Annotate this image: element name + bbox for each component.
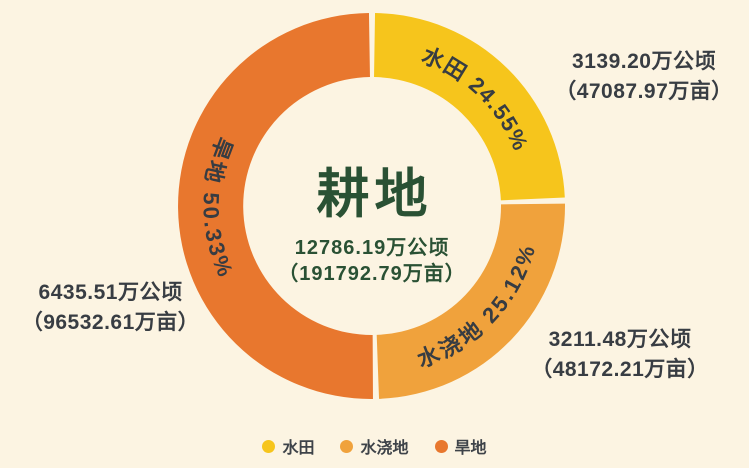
chart-title: 耕地 bbox=[316, 165, 433, 224]
dry-mu: （96532.61万亩） bbox=[21, 311, 200, 334]
legend-dot-irrigated-icon bbox=[340, 439, 354, 453]
irrigated-hectares: 3211.48万公顷 bbox=[548, 328, 692, 351]
dry-hectares: 6435.51万公顷 bbox=[38, 281, 183, 304]
donut-segments bbox=[178, 13, 565, 400]
legend-label-irrigated: 水浇地 bbox=[360, 440, 409, 457]
donut-segment-1 bbox=[376, 203, 565, 399]
value-label-dry: 6435.51万公顷 （96532.61万亩） bbox=[8, 278, 213, 338]
paddy-mu: （47087.97万亩） bbox=[555, 80, 733, 103]
value-label-irrigated: 3211.48万公顷 （48172.21万亩） bbox=[515, 325, 725, 385]
legend-item-irrigated: 水浇地 bbox=[340, 434, 409, 458]
legend-item-paddy: 水田 bbox=[262, 434, 314, 458]
donut-segment-2 bbox=[178, 13, 373, 400]
donut-center-label: 耕地 12786.19万公顷 （191792.79万亩） bbox=[222, 166, 522, 287]
legend-dot-paddy-icon bbox=[262, 439, 276, 453]
irrigated-mu: （48172.21万亩） bbox=[531, 358, 709, 381]
value-label-paddy: 3139.20万公顷 （47087.97万亩） bbox=[536, 47, 749, 107]
total-mu: （191792.79万亩） bbox=[278, 263, 466, 285]
legend-item-dry: 旱地 bbox=[434, 434, 487, 458]
legend: 水田 水浇地 旱地 bbox=[0, 434, 749, 458]
legend-dot-dry-icon bbox=[434, 439, 448, 453]
legend-label-paddy: 水田 bbox=[282, 440, 315, 457]
paddy-hectares: 3139.20万公顷 bbox=[572, 50, 716, 73]
legend-label-dry: 旱地 bbox=[454, 440, 487, 457]
donut-segment-0 bbox=[374, 13, 565, 201]
total-hectares: 12786.19万公顷 bbox=[294, 237, 450, 259]
